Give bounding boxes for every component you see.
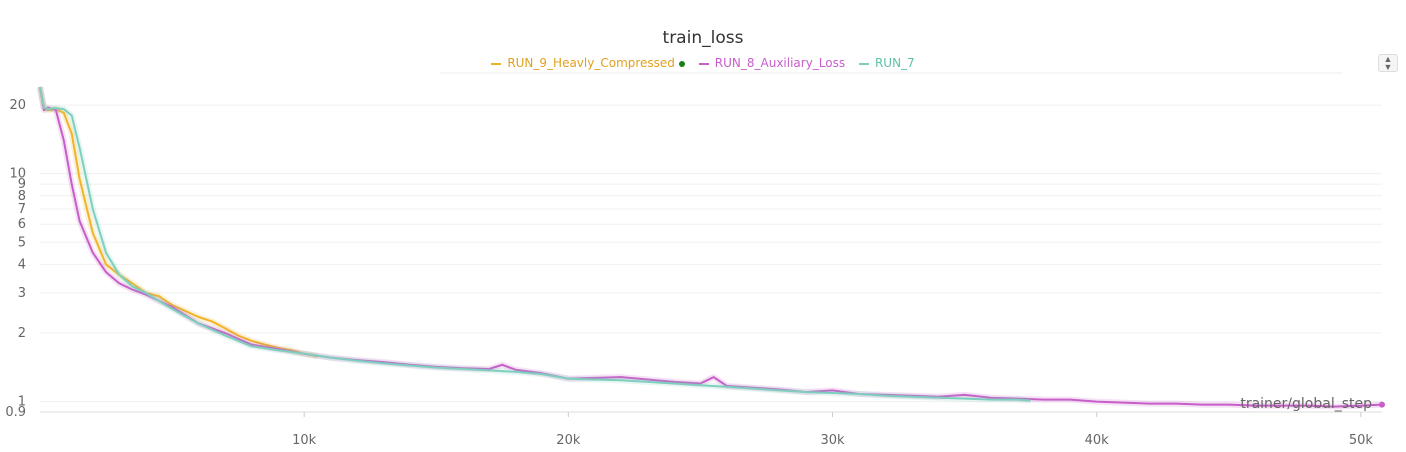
- y-tick-label: 1: [18, 395, 26, 410]
- series-line-1[interactable]: [39, 86, 1383, 408]
- x-tick-label: 20k: [556, 433, 581, 448]
- series-line-2[interactable]: [39, 86, 1031, 402]
- x-tick-label: 10k: [292, 433, 317, 448]
- y-tick-label: 10: [9, 167, 26, 182]
- y-tick-label: 20: [9, 98, 26, 113]
- y-tick-label: 0.9: [5, 405, 26, 420]
- legend-swatch-run-8: [698, 62, 709, 65]
- legend-swatch-run-9: [491, 62, 502, 65]
- legend-item-run-7[interactable]: RUN_7: [858, 56, 915, 70]
- highlight-dot-icon: [678, 60, 685, 67]
- x-tick-label: 30k: [820, 433, 845, 448]
- legend: RUN_9_Heavly_Compressed RUN_8_Auxiliary_…: [0, 56, 1406, 70]
- legend-swatch-run-7: [858, 62, 869, 65]
- series-group: [37, 86, 1385, 410]
- y-tick-label: 8: [18, 189, 26, 204]
- legend-item-run-9[interactable]: RUN_9_Heavly_Compressed: [491, 56, 685, 70]
- series-raw-band-1: [37, 86, 1383, 410]
- y-tick-label: 5: [18, 235, 26, 250]
- y-tick-label: 3: [18, 286, 26, 301]
- y-tick-label: 6: [18, 217, 26, 232]
- legend-label-run-8: RUN_8_Auxiliary_Loss: [714, 56, 846, 70]
- sort-toggle-icon[interactable]: ▲ ▼: [1378, 54, 1398, 72]
- x-tick-label: 40k: [1085, 433, 1110, 448]
- series-end-marker: [1379, 401, 1385, 408]
- legend-item-run-8[interactable]: RUN_8_Auxiliary_Loss: [698, 56, 846, 70]
- legend-label-run-7: RUN_7: [874, 56, 915, 70]
- grid: [40, 104, 1382, 413]
- chart-title: train_loss: [662, 28, 744, 48]
- y-tick-label: 9: [18, 177, 26, 192]
- x-axis: 10k 20k 30k 40k 50k: [292, 412, 1373, 448]
- y-tick-label: 4: [18, 257, 26, 272]
- y-tick-label: 7: [18, 202, 26, 217]
- x-axis-label: trainer/global_step: [1240, 396, 1372, 412]
- series-line-0[interactable]: [39, 86, 318, 358]
- x-tick-label: 50k: [1349, 433, 1374, 448]
- y-tick-label: 2: [18, 326, 26, 341]
- legend-label-run-9: RUN_9_Heavly_Compressed: [507, 56, 675, 70]
- series-raw-band-2: [37, 86, 1031, 404]
